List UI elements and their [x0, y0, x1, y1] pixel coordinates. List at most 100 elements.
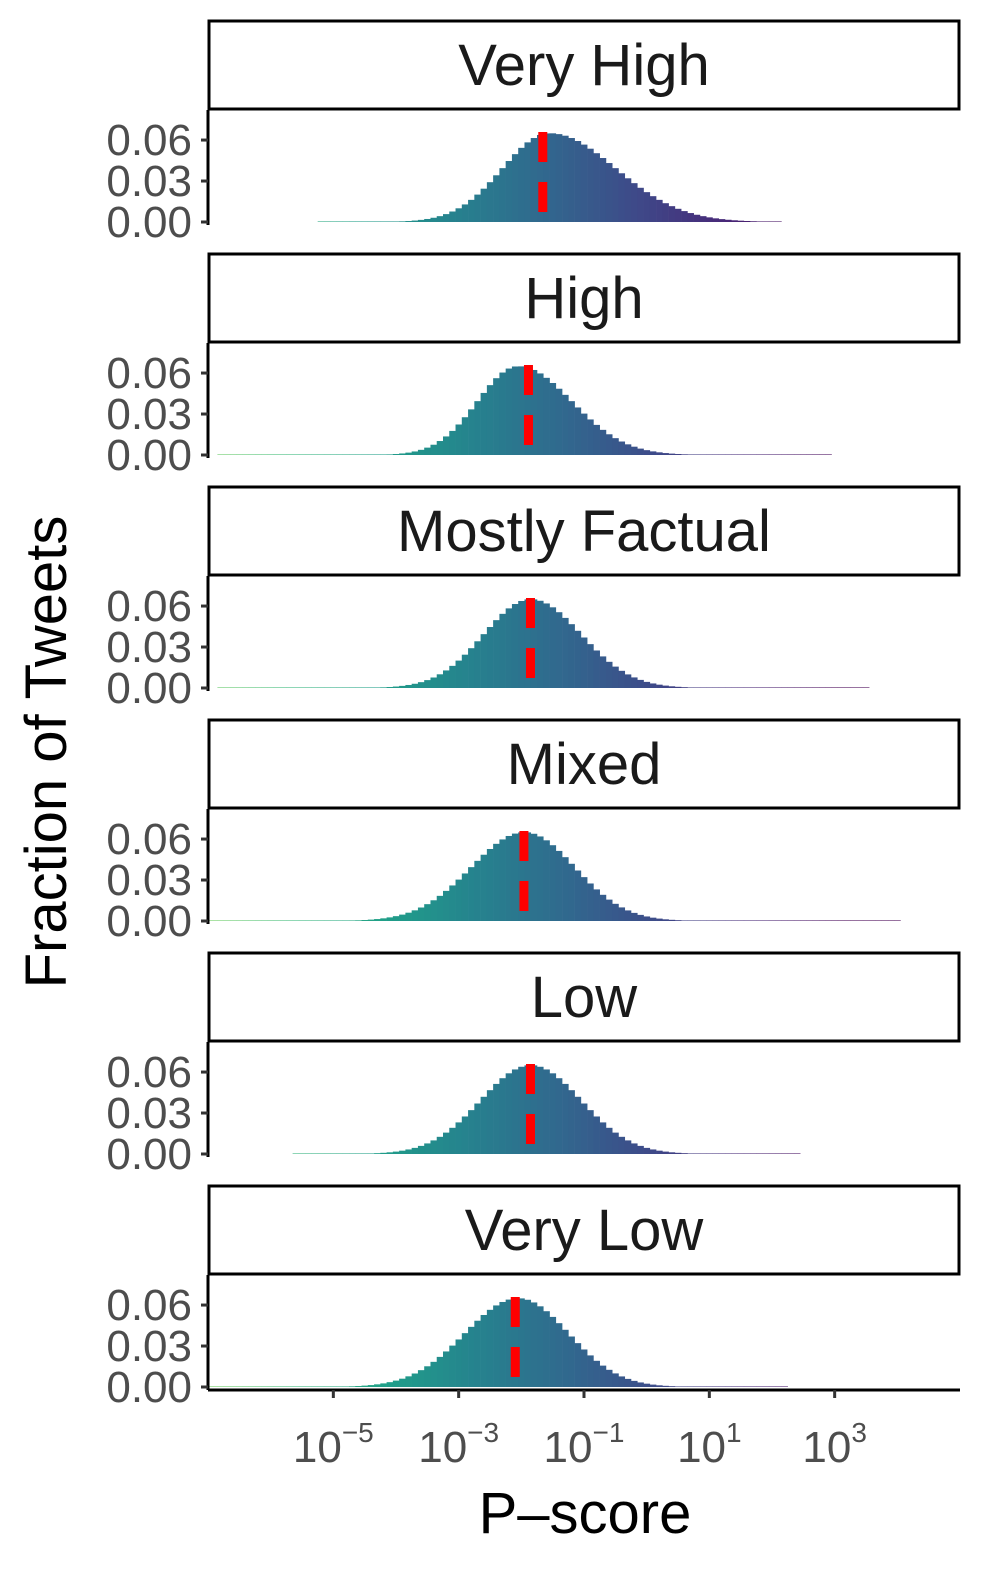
histogram-bar — [718, 920, 726, 921]
histogram-bar — [323, 1386, 331, 1387]
histogram-bar — [699, 454, 707, 455]
histogram-bar — [443, 436, 450, 455]
histogram-bar — [480, 1314, 488, 1387]
histogram-bar — [248, 687, 256, 688]
histogram-bar — [681, 1153, 688, 1154]
facet-strip-label: Very High — [458, 33, 709, 98]
histogram-bar — [593, 650, 600, 688]
histogram-bar — [706, 1153, 713, 1154]
histogram-bar — [417, 1145, 425, 1154]
histogram-bar — [656, 1385, 663, 1387]
histogram-bar — [593, 424, 600, 455]
histogram-bar — [768, 1386, 776, 1387]
histogram-bar — [649, 1149, 657, 1154]
histogram-bar — [298, 1153, 306, 1154]
histogram-bar — [443, 670, 450, 688]
y-tick-label: 0.06 — [106, 815, 192, 864]
histogram-bar — [380, 1152, 387, 1154]
y-tick-label: 0.03 — [106, 157, 192, 206]
histogram-bar — [217, 920, 224, 921]
histogram-bar — [537, 836, 544, 921]
facet-strip — [207, 19, 961, 111]
histogram-bar — [374, 221, 381, 222]
histogram-bar — [612, 666, 619, 688]
histogram-bar — [374, 1153, 381, 1154]
histogram-bar — [468, 1326, 475, 1387]
histogram-bar — [298, 454, 306, 455]
histogram-bar — [549, 1316, 557, 1387]
histogram-bar — [862, 920, 870, 921]
histogram-bar — [361, 687, 369, 688]
histogram-bar — [781, 1153, 788, 1154]
histogram-bar — [305, 1153, 312, 1154]
histogram-bar — [261, 920, 268, 921]
histogram-bar — [530, 1302, 538, 1387]
histogram-bar — [781, 1386, 788, 1387]
histogram-bar — [386, 917, 394, 921]
histogram-bar — [530, 1065, 538, 1154]
histogram-bar — [631, 677, 638, 688]
histogram-bar — [311, 1386, 318, 1387]
histogram-bar — [330, 920, 337, 921]
histogram-bar — [568, 624, 575, 688]
histogram-bar — [768, 221, 776, 222]
histogram-bar — [273, 687, 281, 688]
histogram-bar — [505, 608, 513, 688]
histogram-bar — [762, 1386, 770, 1387]
histogram-bar — [775, 454, 782, 455]
histogram-bar — [386, 454, 394, 455]
histogram-bar — [649, 196, 657, 222]
histogram-bar — [812, 687, 820, 688]
y-tick-label: 0.03 — [106, 1089, 192, 1138]
histogram-bar — [530, 833, 538, 921]
histogram-bar — [493, 1305, 500, 1387]
histogram-bar — [267, 687, 275, 688]
histogram-bar — [511, 1298, 519, 1387]
histogram-bar — [417, 682, 425, 688]
histogram-bar — [342, 1386, 350, 1387]
histogram-bar — [505, 368, 513, 455]
histogram-bar — [518, 832, 525, 921]
histogram-bar — [599, 429, 607, 455]
histogram-bar — [756, 1153, 763, 1154]
histogram-bar — [273, 1386, 281, 1387]
histogram-bar — [731, 920, 738, 921]
histogram-bar — [681, 687, 688, 688]
histogram-bar — [524, 142, 532, 222]
histogram-bar — [323, 454, 331, 455]
histogram-bar — [336, 687, 344, 688]
histogram-bar — [543, 133, 550, 222]
histogram-bar — [386, 1152, 394, 1154]
histogram-bar — [374, 919, 381, 921]
histogram-bar — [605, 163, 613, 222]
histogram-bar — [530, 369, 538, 455]
histogram-bar — [706, 920, 713, 921]
histogram-bar — [662, 685, 669, 688]
histogram-bar — [323, 1153, 331, 1154]
histogram-bar — [349, 454, 356, 455]
y-tick-label: 0.00 — [106, 664, 192, 713]
histogram-bar — [493, 378, 500, 455]
histogram-bar — [499, 168, 506, 222]
histogram-bar — [737, 1153, 745, 1154]
histogram-bar — [424, 218, 431, 222]
histogram-bar — [480, 634, 488, 688]
histogram-bar — [298, 1386, 306, 1387]
histogram-bar — [549, 607, 557, 688]
histogram-bar — [392, 686, 400, 688]
histogram-bar — [775, 687, 782, 688]
histogram-bar — [543, 1311, 550, 1387]
histogram-bar — [793, 1153, 801, 1154]
histogram-bar — [649, 917, 657, 921]
x-tick-label: 10−5 — [293, 1417, 374, 1472]
y-tick-label: 0.00 — [106, 897, 192, 946]
histogram-bar — [336, 454, 344, 455]
histogram-bar — [367, 1385, 375, 1387]
histogram-bar — [480, 392, 488, 455]
histogram-bar — [511, 154, 519, 222]
histogram-bar — [662, 203, 669, 222]
histogram-bar — [699, 920, 707, 921]
histogram-bar — [305, 454, 312, 455]
histogram-bar — [511, 366, 519, 455]
histogram-bar — [687, 454, 694, 455]
